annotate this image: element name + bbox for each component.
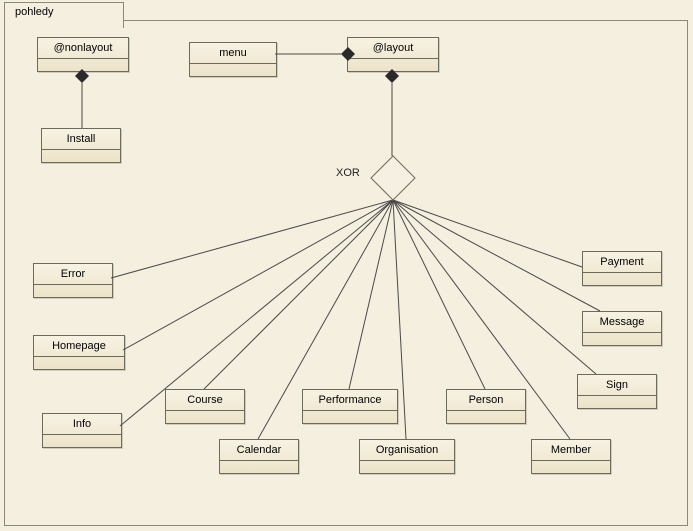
node-course: Course [165,389,245,424]
node-homepage: Homepage [33,335,125,370]
node-label: Member [551,444,591,456]
xor-label: XOR [336,167,360,179]
node-person: Person [446,389,526,424]
xor-decision [370,155,416,201]
diagram-canvas: pohledy XOR @nonlayout @layout menu Inst… [0,0,693,531]
node-sign: Sign [577,374,657,409]
node-label: Performance [319,394,382,406]
composition-diamond [385,69,399,83]
composition-diamond [341,47,355,61]
node-calendar: Calendar [219,439,299,474]
node-label: @layout [373,42,414,54]
node-info: Info [42,413,122,448]
node-label: Info [73,418,91,430]
node-label: Organisation [376,444,438,456]
node-label: Calendar [237,444,282,456]
node-label: menu [219,47,247,59]
node-member: Member [531,439,611,474]
node-layout: @layout [347,37,439,72]
node-payment: Payment [582,251,662,286]
node-label: Install [67,133,96,145]
node-label: Message [600,316,645,328]
node-organisation: Organisation [359,439,455,474]
node-label: Sign [606,379,628,391]
composition-diamond [75,69,89,83]
node-install: Install [41,128,121,163]
node-message: Message [582,311,662,346]
node-label: Error [61,268,85,280]
package-tab-label: pohledy [15,6,54,18]
node-error: Error [33,263,113,298]
node-label: @nonlayout [54,42,113,54]
node-performance: Performance [302,389,398,424]
node-label: Person [469,394,504,406]
node-label: Course [187,394,222,406]
node-label: Homepage [52,340,106,352]
node-nonlayout: @nonlayout [37,37,129,72]
node-menu: menu [189,42,277,77]
node-label: Payment [600,256,643,268]
package-tab: pohledy [4,2,124,28]
